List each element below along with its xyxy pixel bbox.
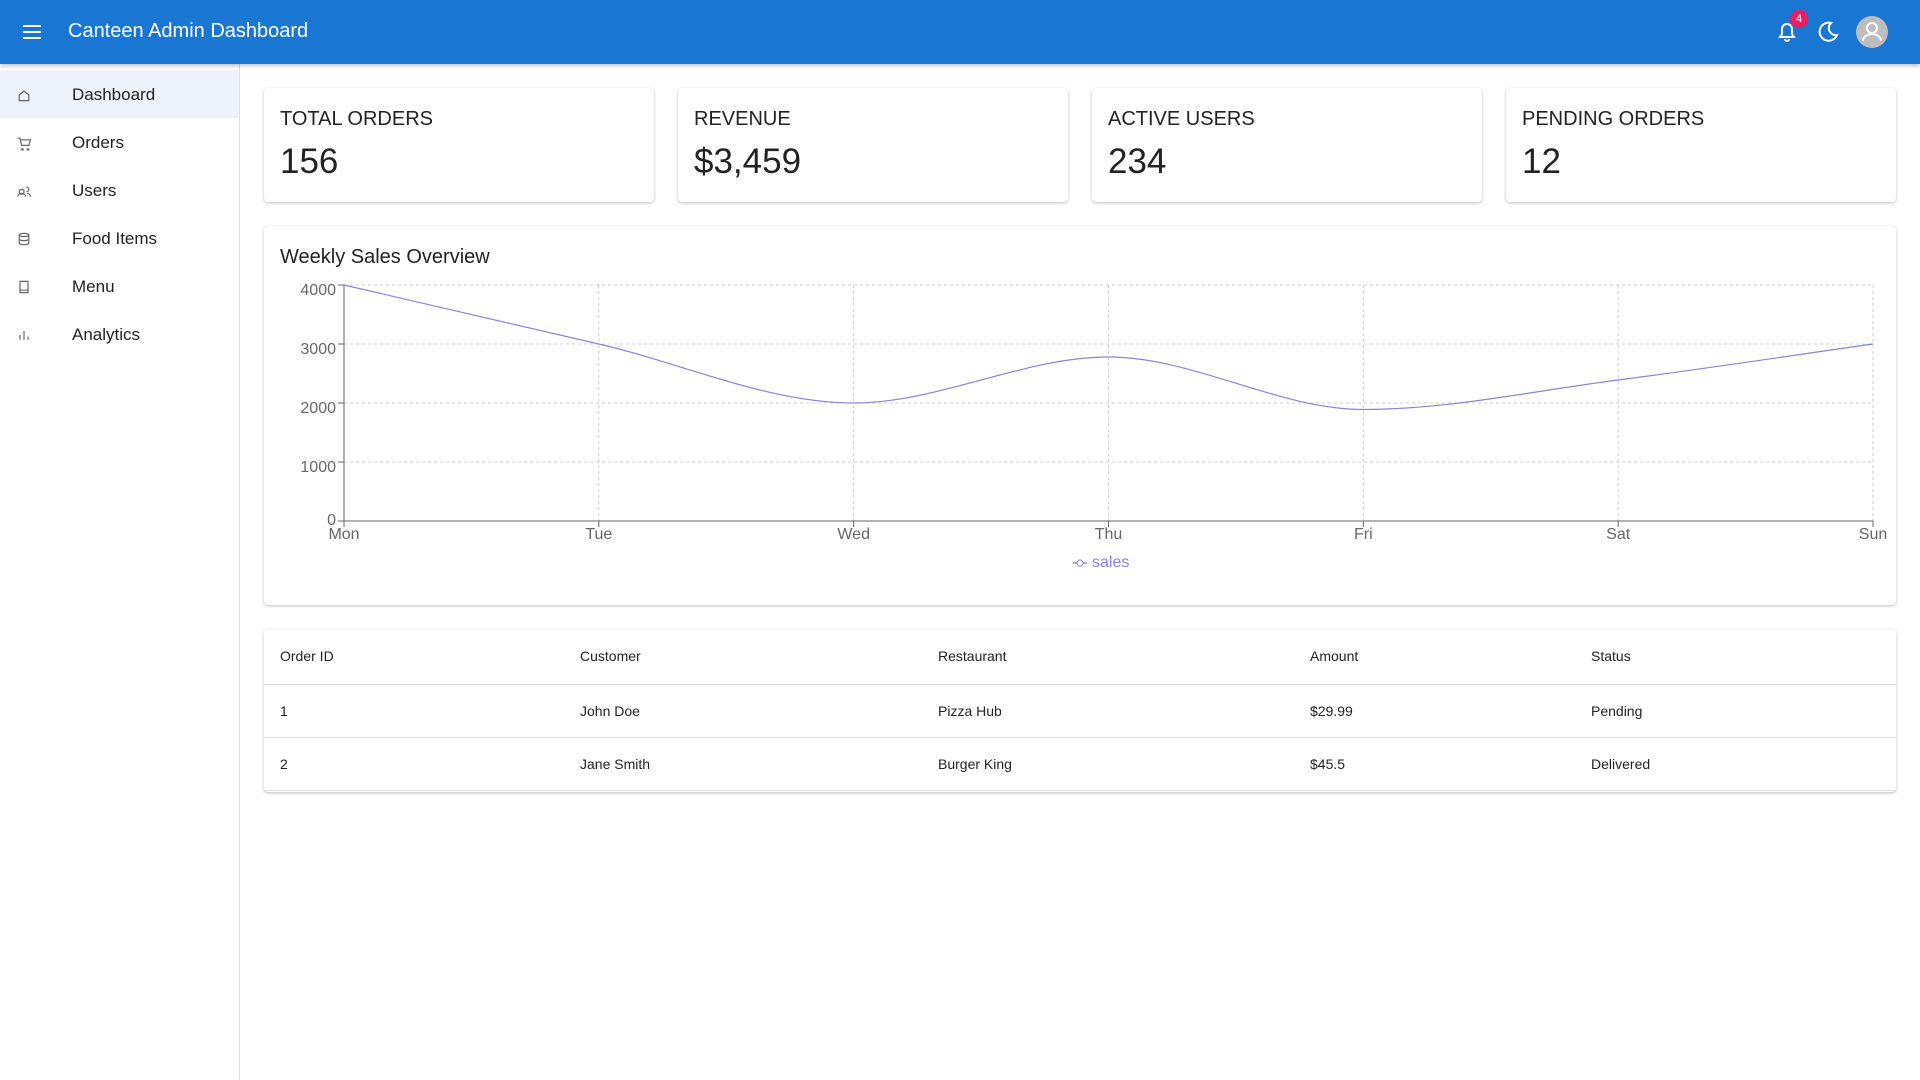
table-cell: $45.5	[1294, 737, 1575, 790]
stat-label: REVENUE	[694, 108, 791, 131]
y-tick-label: 2000	[300, 400, 336, 417]
nav-icon	[16, 327, 32, 343]
orders-card: Order IDCustomerRestaurantAmountStatus1J…	[264, 629, 1896, 792]
app-title: Canteen Admin Dashboard	[68, 20, 308, 43]
nav-icon	[16, 87, 32, 103]
nav-icon	[16, 279, 32, 295]
table-header-row: Order IDCustomerRestaurantAmountStatus	[264, 629, 1896, 684]
nav-item[interactable]: Analytics	[0, 310, 239, 358]
nav-label: Food Items	[72, 229, 157, 249]
nav-icon-shape	[18, 138, 31, 150]
nav-icon-shape	[19, 233, 29, 244]
nav-item[interactable]: Menu	[0, 262, 239, 310]
column-header: Status	[1575, 629, 1896, 684]
x-tick-label: Tue	[585, 526, 612, 543]
legend-swatch-dot	[1077, 560, 1083, 566]
app-bar: Canteen Admin Dashboard 4	[0, 0, 1920, 64]
table-cell: Burger King	[922, 737, 1294, 790]
nav-label: Dashboard	[72, 85, 155, 105]
stat-value: 12	[1522, 142, 1561, 182]
avatar[interactable]	[1855, 15, 1889, 49]
nav-label: Orders	[72, 133, 124, 153]
table-cell: Pending	[1575, 684, 1896, 737]
stat-value: $3,459	[694, 142, 801, 182]
column-header: Order ID	[264, 629, 564, 684]
table-row: 2Jane SmithBurger King$45.5Delivered	[264, 737, 1896, 790]
x-tick-label: Thu	[1095, 526, 1123, 543]
chart-card: Weekly Sales Overview01000200030004000Mo…	[264, 226, 1896, 605]
nav-item[interactable]: Users	[0, 166, 239, 214]
y-tick-label: 1000	[300, 459, 336, 476]
table-cell: 1	[264, 684, 564, 737]
x-tick-label: Wed	[837, 526, 870, 543]
stat-card: ACTIVE USERS 234	[1092, 88, 1482, 202]
x-tick-label: Sun	[1859, 526, 1887, 543]
nav-icon-shape	[19, 91, 29, 101]
table-cell: Pizza Hub	[922, 684, 1294, 737]
legend-label: sales	[1092, 554, 1129, 571]
stat-label: PENDING ORDERS	[1522, 108, 1704, 131]
chart: 01000200030004000MonTueWedThuFriSatSunsa…	[264, 226, 1896, 605]
nav-icon	[16, 231, 32, 247]
nav-icon-shape	[20, 331, 28, 340]
sidebar: Dashboard Orders Users Food Items Menu Analyt…	[0, 64, 240, 1080]
nav-item[interactable]: Food Items	[0, 214, 239, 262]
table-cell: Jane Smith	[564, 737, 922, 790]
nav-label: Users	[72, 181, 116, 201]
nav-icon-shape	[18, 187, 31, 197]
table-row: 1John DoePizza Hub$29.99Pending	[264, 684, 1896, 737]
table-cell: 2	[264, 737, 564, 790]
theme-toggle[interactable]	[1816, 20, 1840, 44]
stat-card: REVENUE $3,459	[678, 88, 1068, 202]
table-cell: Delivered	[1575, 737, 1896, 790]
x-tick-label: Sat	[1606, 526, 1631, 543]
menu-button[interactable]	[20, 20, 44, 44]
nav-label: Menu	[72, 277, 115, 297]
nav-icon-shape	[20, 281, 28, 292]
table-cell: John Doe	[564, 684, 922, 737]
column-header: Restaurant	[922, 629, 1294, 684]
stat-card: TOTAL ORDERS 156	[264, 88, 654, 202]
nav-icon	[16, 183, 32, 199]
stat-card: PENDING ORDERS 12	[1506, 88, 1896, 202]
column-header: Amount	[1294, 629, 1575, 684]
table-cell: $29.99	[1294, 684, 1575, 737]
y-tick-label: 4000	[300, 282, 336, 299]
y-tick-label: 3000	[300, 341, 336, 358]
stat-value: 156	[280, 142, 338, 182]
stat-label: ACTIVE USERS	[1108, 108, 1255, 131]
stat-value: 234	[1108, 142, 1166, 182]
notification-badge: 4	[1790, 10, 1808, 28]
nav-label: Analytics	[72, 325, 140, 345]
x-tick-label: Mon	[328, 526, 359, 543]
nav-item[interactable]: Dashboard	[0, 70, 239, 118]
nav-item[interactable]: Orders	[0, 118, 239, 166]
nav-icon	[16, 135, 32, 151]
stat-label: TOTAL ORDERS	[280, 108, 433, 131]
column-header: Customer	[564, 629, 922, 684]
x-tick-label: Fri	[1354, 526, 1373, 543]
orders-table: Order IDCustomerRestaurantAmountStatus1J…	[264, 629, 1896, 791]
